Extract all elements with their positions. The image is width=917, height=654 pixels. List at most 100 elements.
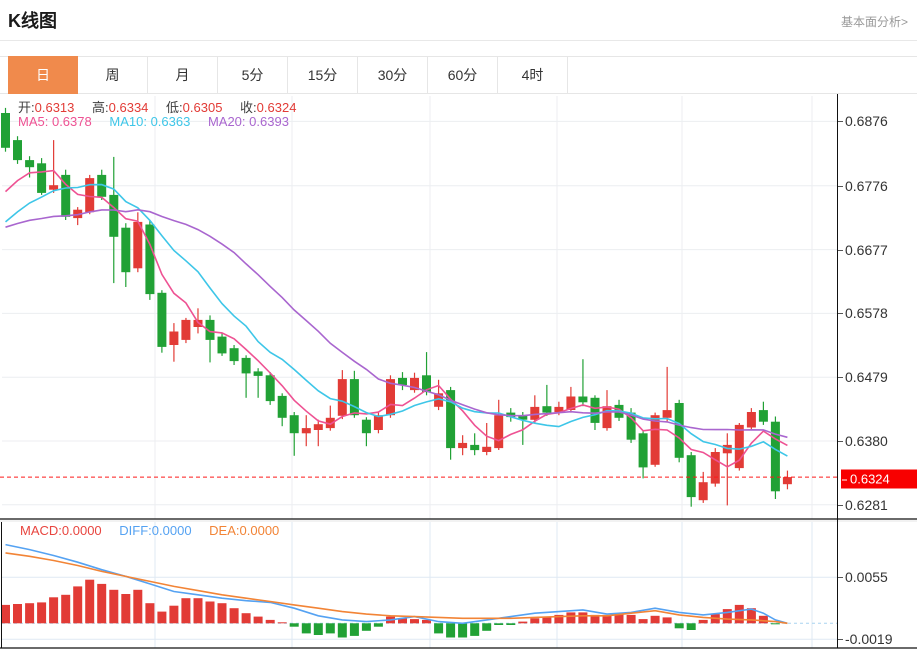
close-readout: 收:0.6324 [240,100,297,115]
price-axis-label: 0.6776 [845,178,888,194]
ohlc-readout: 开:0.6313 高:0.6334 低:0.6305 收:0.6324 [18,97,310,116]
tab-月[interactable]: 月 [148,57,218,93]
candle-65 [770,421,780,492]
candle-63 [746,412,756,428]
candle-28 [325,417,335,429]
candle-5 [49,185,59,190]
ma10-line [4,183,788,457]
macd-bar-16 [181,598,191,624]
macd-histogram [1,579,780,638]
fundamental-analysis-link[interactable]: 基本面分析> [840,15,908,29]
candle-51 [602,406,612,429]
candle-66 [782,477,792,485]
macd-bar-12 [133,589,143,624]
candle-1 [1,113,10,148]
macd-bar-37 [434,623,444,634]
price-axis-label-tick [837,377,843,378]
candle-23 [265,375,275,402]
ma20-readout: MA20: 0.6393 [207,114,289,129]
macd-bar-9 [97,583,107,624]
open-readout: 开:0.6313 [18,100,75,115]
macd-bar-27 [313,623,323,635]
candle-20 [229,348,239,362]
candlestick-chart[interactable] [0,95,917,520]
candle-26 [301,428,311,434]
candle-34 [398,377,407,385]
macd-bar-5 [49,597,59,624]
candle-55 [650,415,660,465]
macd-bar-47 [554,614,564,624]
tab-15分[interactable]: 15分 [288,57,358,93]
candle-48 [566,396,576,410]
candle-9 [97,174,107,197]
macd-bar-32 [373,623,383,627]
macd-bar-38 [446,623,456,638]
tab-60分[interactable]: 60分 [428,57,498,93]
tab-30分[interactable]: 30分 [358,57,428,93]
candle-11 [121,227,131,273]
macd-bar-19 [217,603,227,624]
current-price-badge: 0.6324 [841,469,917,489]
candle-64 [758,410,768,422]
candle-29 [337,379,347,416]
macd-bar-61 [722,609,732,624]
macd-bar-39 [458,623,468,638]
macd-bar-36 [422,619,431,624]
macd-bar-64 [758,615,768,624]
macd-bar-51 [602,614,612,624]
macd-bar-13 [145,603,155,624]
price-axis-label-tick [837,505,843,506]
candle-45 [530,406,540,420]
macd-bar-30 [349,623,359,636]
candle-53 [626,412,636,440]
candle-49 [578,396,588,403]
candle-38 [446,390,456,449]
candle-58 [686,455,696,498]
macd-bar-55 [650,615,660,624]
macd-bar-45 [530,618,540,624]
tab-周[interactable]: 周 [78,57,148,93]
candle-6 [61,174,71,217]
macd-axis-label: -0.0019 [845,631,893,647]
price-axis-label: 0.6677 [845,242,888,258]
macd-bar-26 [301,623,311,634]
tab-5分[interactable]: 5分 [218,57,288,93]
candle-4 [37,163,47,193]
macd-bar-11 [121,594,131,624]
macd-bar-34 [398,618,407,624]
macd-bar-58 [686,623,696,630]
price-axis-label: 0.6380 [845,433,888,449]
macd-bar-6 [61,594,71,624]
candle-19 [217,336,227,354]
page-title: K线图 [8,11,57,31]
candle-42 [494,415,504,449]
macd-bar-28 [325,623,335,634]
candle-35 [410,377,419,391]
macd-bar-56 [662,617,672,624]
price-axis-label: 0.6578 [845,305,888,321]
candle-32 [373,415,383,430]
macd-bar-46 [542,617,552,624]
low-readout: 低:0.6305 [166,100,223,115]
candle-37 [434,393,444,407]
macd-bar-15 [169,605,179,624]
candle-54 [638,433,648,468]
candle-18 [205,319,215,340]
macd-bar-63 [746,608,756,624]
candle-36 [422,375,431,393]
macd-bar-7 [73,586,83,624]
price-axis-label-tick [837,250,843,251]
candle-57 [674,403,684,458]
macd-bar-23 [265,619,275,624]
right-axis-line [837,94,838,648]
diff-value: DIFF:0.0000 [119,523,192,538]
interval-tabbar: 日周月 5分 15分 30分 60分 4时 [0,56,917,94]
candle-2 [13,140,22,161]
candle-50 [590,397,600,423]
macd-axis-label: 0.0055 [845,569,888,585]
tab-日[interactable]: 日 [8,56,78,94]
candle-30 [349,379,359,416]
macd-bar-3 [25,603,35,624]
macd-chart[interactable] [0,520,917,654]
tab-4时[interactable]: 4时 [498,57,568,93]
